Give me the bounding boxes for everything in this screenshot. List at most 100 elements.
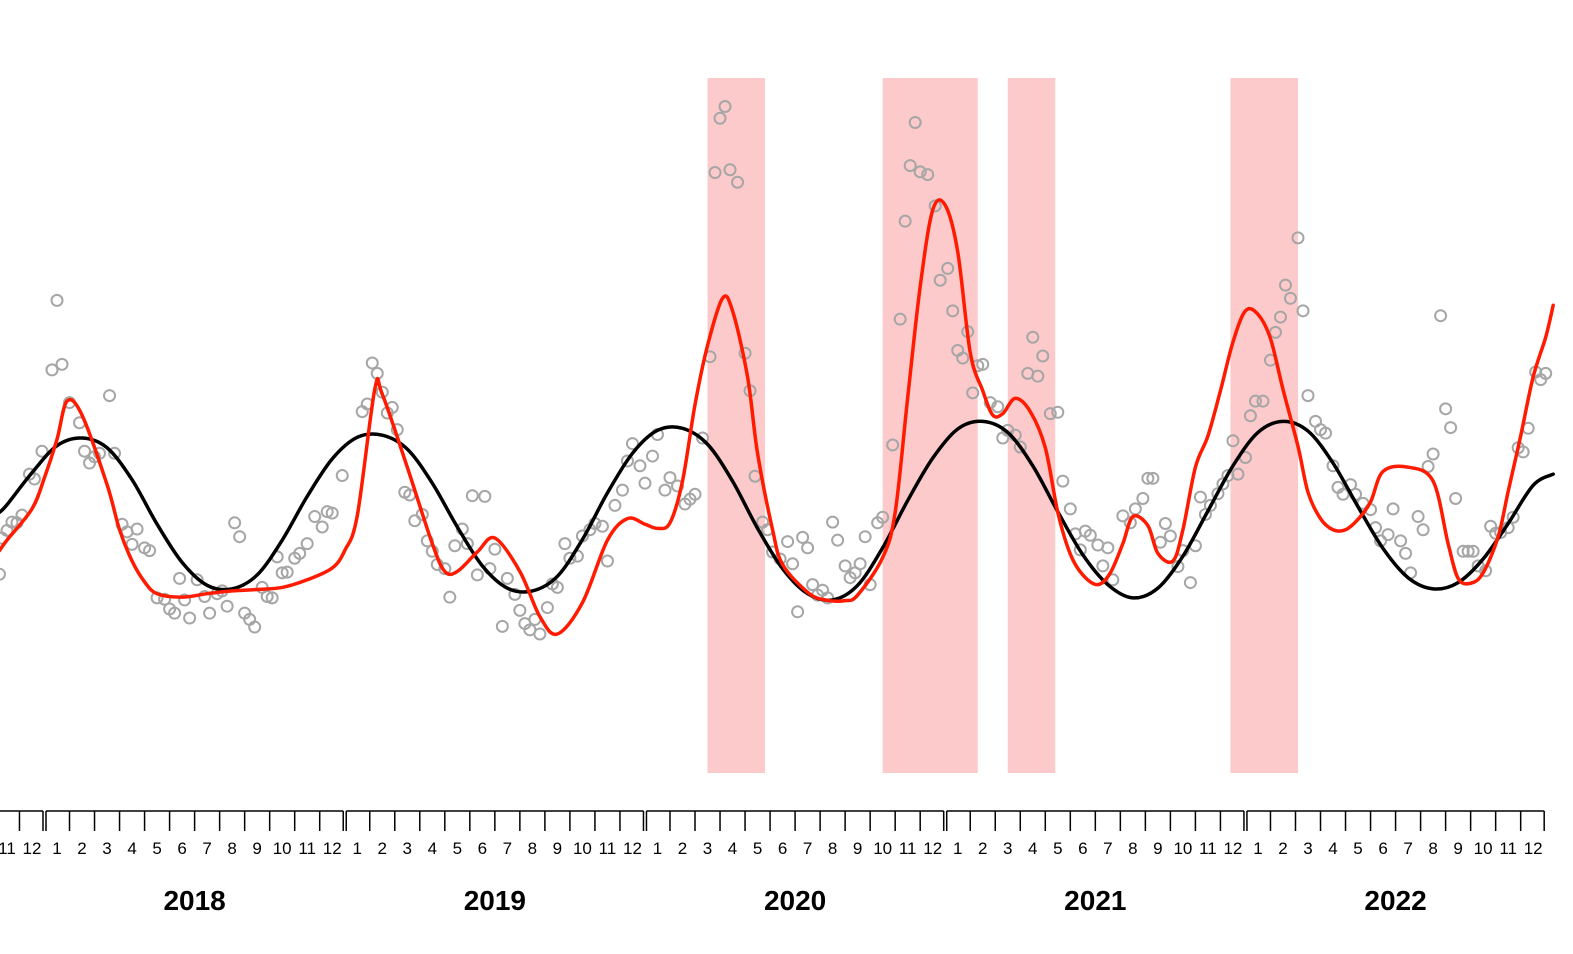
data-point [1026,330,1040,344]
data-point [1248,394,1262,408]
data-point [563,551,577,565]
month-tick-label: 5 [753,839,762,858]
month-tick-label: 10 [1173,839,1192,858]
data-point [976,357,990,371]
data-point [638,476,652,490]
shaded-period-4 [1230,78,1298,773]
data-point [831,533,845,547]
data-point [1434,309,1448,323]
data-point [1051,405,1065,419]
month-tick-label: 8 [528,839,537,858]
data-point [853,557,867,571]
data-point [470,568,484,582]
data-point [1539,366,1553,380]
data-point [1141,471,1155,485]
data-point [806,578,820,592]
month-tick-label: 11 [899,839,917,858]
data-point [731,175,745,189]
data-point [921,168,935,182]
month-tick-label: 1 [1253,839,1262,858]
data-point [183,611,197,625]
data-point [956,351,970,365]
month-tick-label: 11 [0,839,16,858]
data-point [838,559,852,573]
month-tick-label: 1 [52,839,61,858]
seasonal-baseline-line [0,419,1555,603]
data-point [335,469,349,483]
data-point [1183,576,1197,590]
data-point [0,567,6,581]
data-point [826,515,840,529]
data-point [625,437,639,451]
data-point [460,537,474,551]
data-point [1101,541,1115,555]
month-tick-label: 3 [403,839,412,858]
data-point [708,166,722,180]
month-tick-label: 3 [703,839,712,858]
data-point [55,357,69,371]
data-point [103,389,117,403]
data-point [508,587,522,601]
data-point [558,537,572,551]
data-point [663,471,677,485]
data-point [1146,471,1160,485]
data-point [908,115,922,129]
data-point [645,449,659,463]
data-point [796,530,810,544]
data-point [1278,278,1292,292]
month-tick-label: 2 [978,839,987,858]
month-tick-label: 2 [77,839,86,858]
x-axis: 11 12 1 2 3 4 5 6 7 8 9 10 11 12 1 2 3 4 5 6 7 8 9 10 11 12 1 2 3 4 5 6… [0,810,1545,858]
data-point [1063,502,1077,516]
data-point [1073,543,1087,557]
data-point [608,498,622,512]
data-point [533,627,547,641]
month-tick-label: 2 [1278,839,1287,858]
data-point [203,606,217,620]
data-point [1193,490,1207,504]
data-point [1231,467,1245,481]
month-tick-label: 7 [1403,839,1412,858]
shaded-period-1 [707,78,766,773]
month-tick-label: 11 [298,839,316,858]
data-point [595,519,609,533]
month-tick-label: 2 [378,839,387,858]
data-point [1291,231,1305,245]
month-tick-label: 10 [573,839,592,858]
data-point [1283,291,1297,305]
data-point [1043,407,1057,421]
data-point [1031,369,1045,383]
data-point [1439,402,1453,416]
data-point [1116,509,1130,523]
month-tick-label: 9 [853,839,862,858]
data-point [1466,544,1480,558]
year-labels: 2018 2019 2020 2021 2022 [163,885,1426,916]
fitted-trend-line [0,198,1555,637]
data-point [688,487,702,501]
data-point [1056,474,1070,488]
data-point [1136,491,1150,505]
month-tick-label: 8 [1128,839,1137,858]
month-tick-label: 7 [803,839,812,858]
data-point [143,544,157,558]
data-point [898,214,912,228]
data-point [1461,544,1475,558]
month-tick-label: 4 [127,839,136,858]
month-tick-label: 12 [623,839,642,858]
data-point [1256,394,1270,408]
month-tick-label: 5 [152,839,161,858]
data-point [540,601,554,615]
data-point [1416,523,1430,537]
data-point [315,520,329,534]
month-tick-label: 12 [1223,839,1242,858]
month-tick-label: 9 [553,839,562,858]
data-point [1211,487,1225,501]
data-point [265,591,279,605]
data-point [886,438,900,452]
month-tick-label: 9 [1153,839,1162,858]
data-point [633,459,647,473]
data-point [45,363,59,377]
data-point [190,573,204,587]
month-tick-label: 1 [953,839,962,858]
